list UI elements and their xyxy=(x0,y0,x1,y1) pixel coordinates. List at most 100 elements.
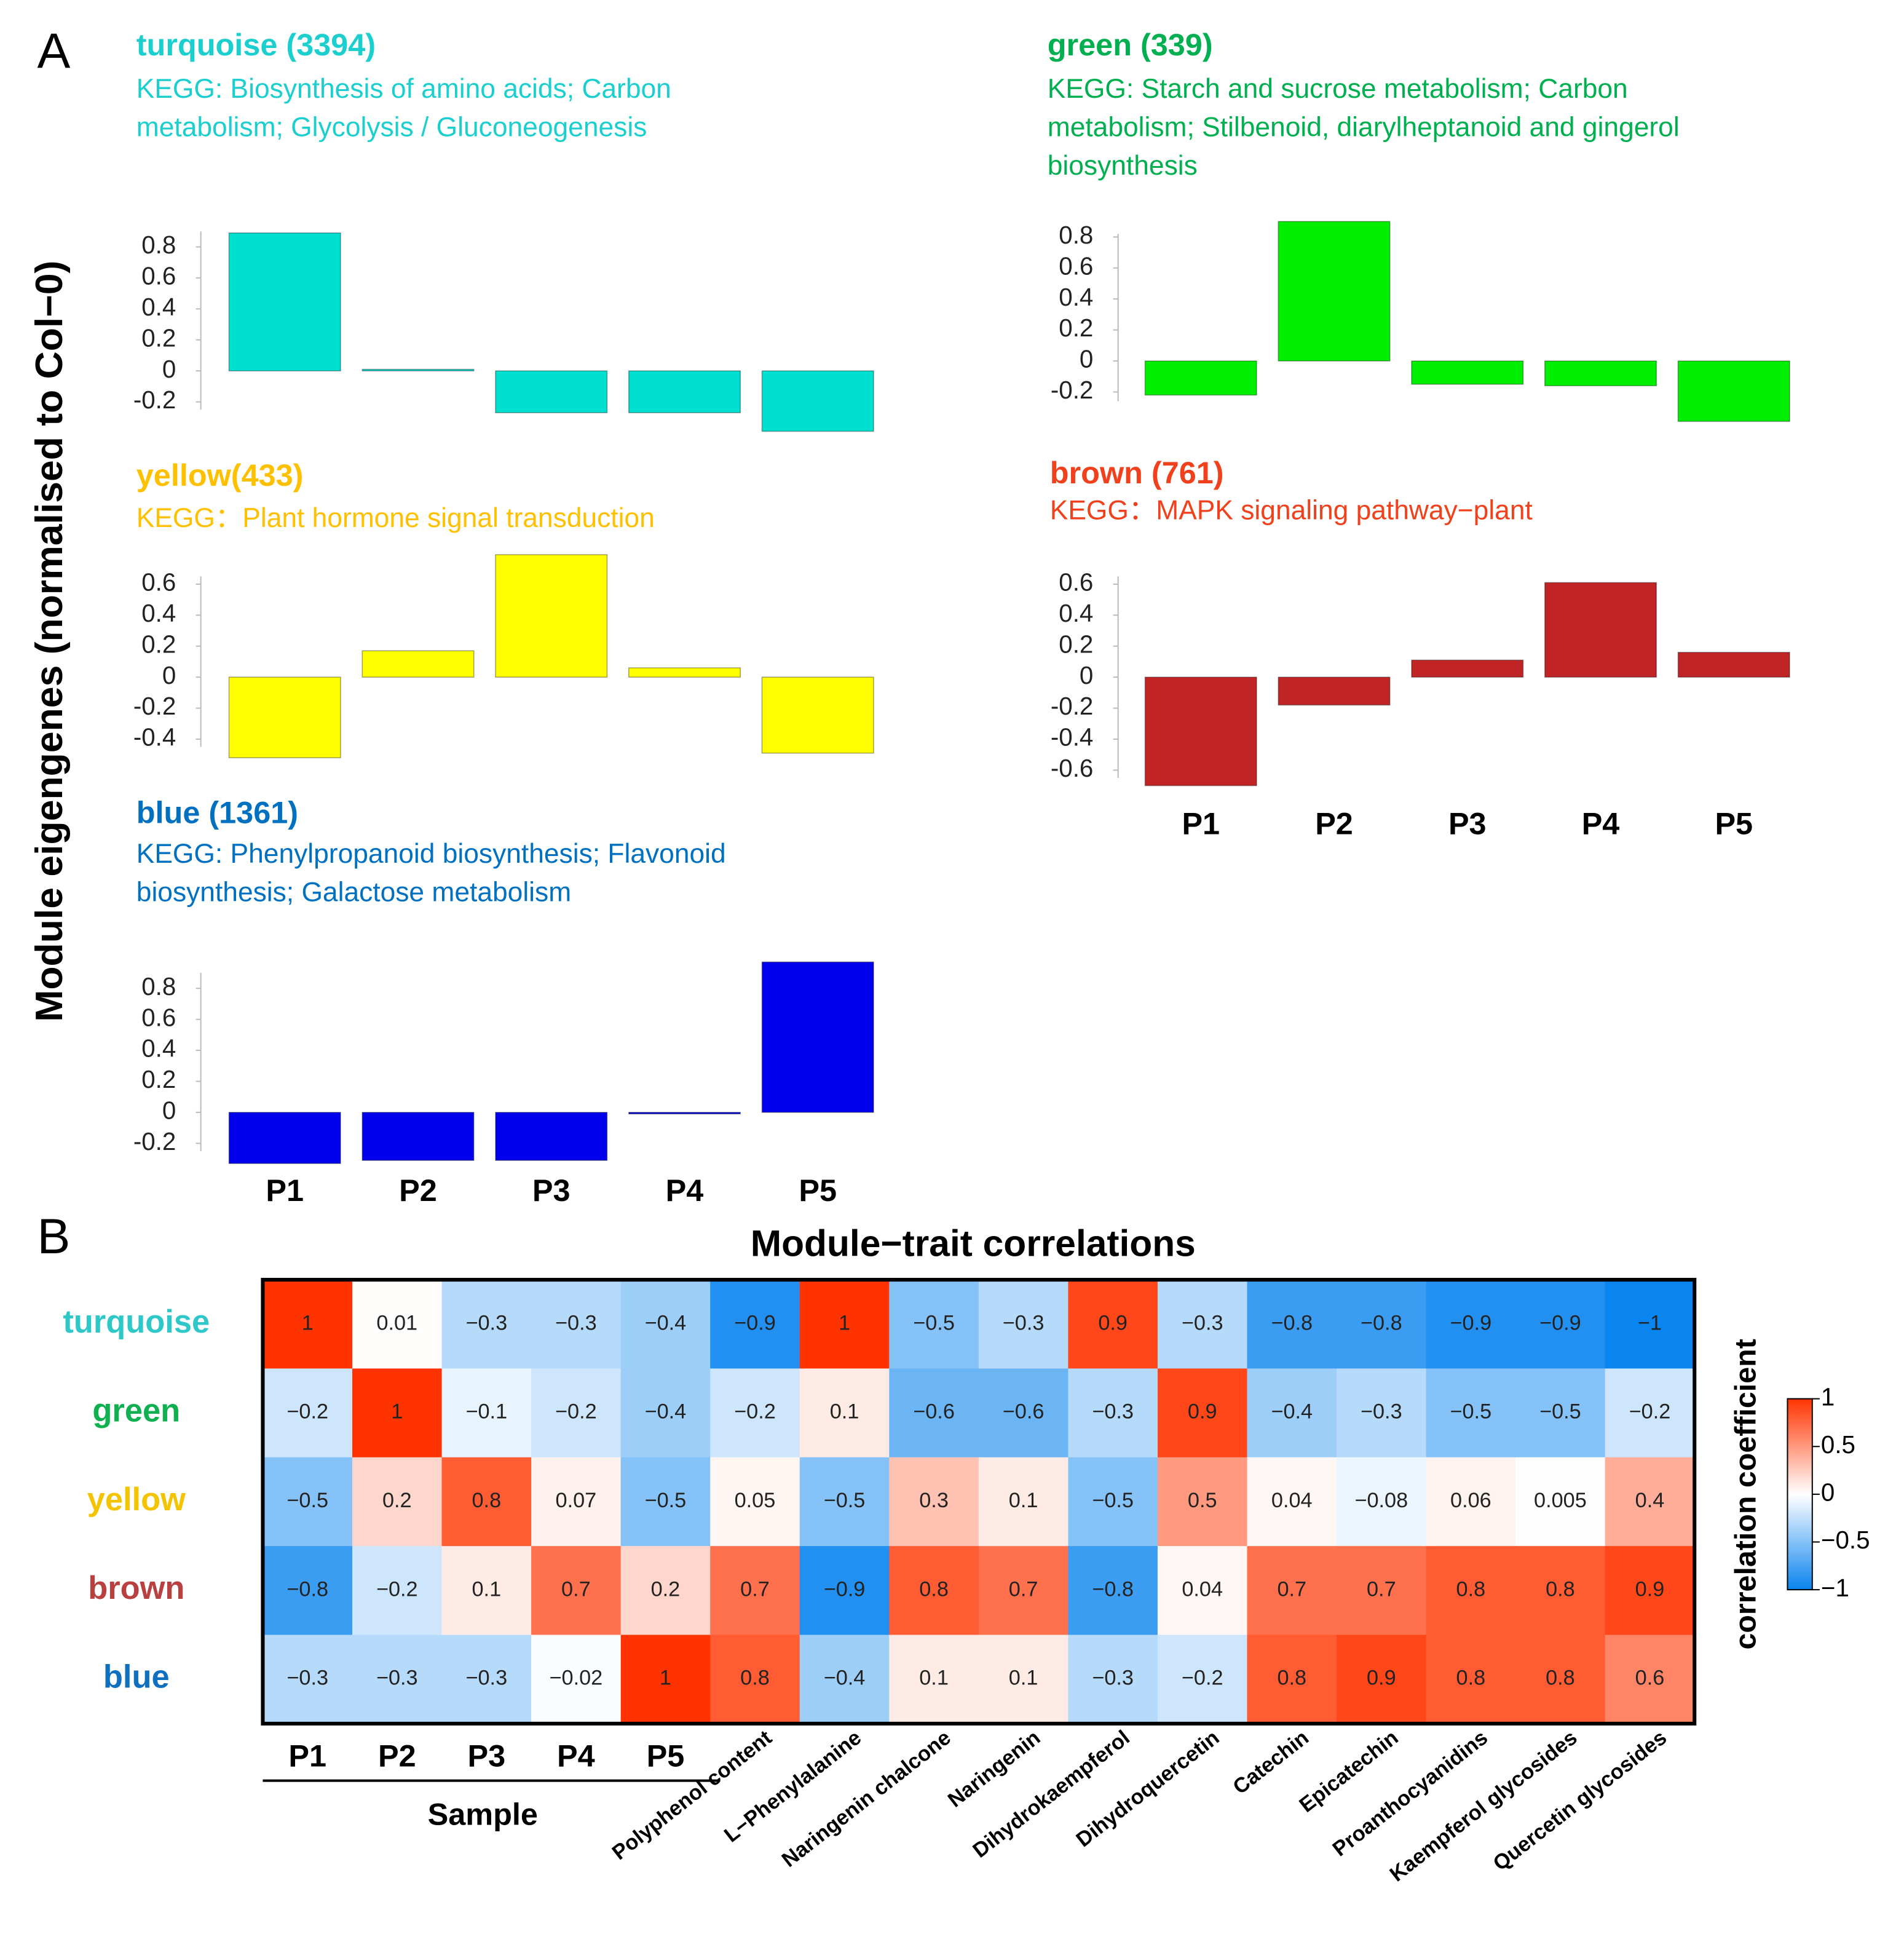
cell-label: −0.3 xyxy=(1092,1667,1134,1690)
x-tick-label: P2 xyxy=(1315,806,1353,841)
cell-label: 0.1 xyxy=(472,1577,502,1601)
heatmap-cell xyxy=(352,1546,443,1636)
bar xyxy=(228,676,341,759)
heatmap-cell xyxy=(1515,1457,1606,1547)
y-tick-label: 0 xyxy=(1080,661,1093,689)
cell-label: 0.7 xyxy=(1367,1577,1396,1601)
heatmap-cell xyxy=(978,1368,1069,1458)
cell-label: −0.3 xyxy=(1092,1400,1134,1424)
heatmap-cell xyxy=(352,1280,443,1369)
cell-label: −0.8 xyxy=(286,1577,328,1601)
cell-label: −0.9 xyxy=(1450,1311,1492,1334)
y-tick-label: 0.2 xyxy=(141,323,176,352)
cell-label: −0.8 xyxy=(1092,1577,1134,1601)
bar xyxy=(628,1112,741,1115)
row-label: brown xyxy=(88,1571,184,1606)
y-tick-label: 0.6 xyxy=(141,568,176,596)
heatmap-cell xyxy=(441,1457,532,1547)
cell-label: −0.3 xyxy=(555,1311,597,1334)
chart-subtitle: KEGG：MAPK signaling pathway−plant xyxy=(1050,496,1533,526)
cell-label: 0.8 xyxy=(1456,1577,1486,1601)
bar xyxy=(1677,652,1790,678)
colorbar xyxy=(1787,1398,1813,1591)
heatmap-cell xyxy=(531,1368,622,1458)
cell-label: 0.2 xyxy=(382,1489,412,1512)
heatmap-cell xyxy=(1068,1368,1158,1458)
y-tick-label: -0.2 xyxy=(133,386,176,414)
cell-label: 0.7 xyxy=(561,1577,591,1601)
cell-label: −0.4 xyxy=(824,1667,866,1690)
heatmap-cell xyxy=(620,1546,711,1636)
panel-label: A xyxy=(37,23,70,79)
cell-label: −0.2 xyxy=(555,1400,597,1424)
cell-label: 0.7 xyxy=(740,1577,770,1601)
cell-label: −0.3 xyxy=(286,1667,328,1690)
cell-label: −0.3 xyxy=(465,1667,507,1690)
bar xyxy=(628,370,741,413)
cell-label: 0.04 xyxy=(1182,1577,1223,1601)
cell-label: −0.2 xyxy=(734,1400,776,1424)
heatmap-cell xyxy=(531,1457,622,1547)
chart-subtitle: biosynthesis; Galactose metabolism xyxy=(136,878,571,908)
chart-title: green (339) xyxy=(1048,27,1213,62)
heatmap-cell xyxy=(1426,1546,1517,1636)
y-tick-label: -0.2 xyxy=(1051,376,1093,404)
heatmap-cell xyxy=(620,1368,711,1458)
cell-label: −0.5 xyxy=(824,1489,866,1512)
bar xyxy=(1278,221,1391,362)
y-tick-label: 0.6 xyxy=(1059,252,1093,280)
bar xyxy=(761,370,874,432)
cell-label: −0.2 xyxy=(1629,1400,1671,1424)
heatmap-cell xyxy=(1337,1457,1427,1547)
y-tick-label: 0.8 xyxy=(141,972,176,1001)
cell-label: −0.3 xyxy=(465,1311,507,1334)
heatmap-cell xyxy=(1426,1280,1517,1369)
cell-label: 0.8 xyxy=(1456,1667,1486,1690)
chart-title: yellow(433) xyxy=(136,458,304,493)
cell-label: −0.8 xyxy=(1361,1311,1402,1334)
colorbar-tick-label: −0.5 xyxy=(1821,1526,1870,1554)
cell-label: −0.4 xyxy=(645,1400,687,1424)
heatmap-cell xyxy=(1605,1635,1696,1724)
heatmap-cell xyxy=(352,1635,443,1724)
cell-label: −0.6 xyxy=(913,1400,955,1424)
heatmap-cell xyxy=(620,1280,711,1369)
cell-label: 0.7 xyxy=(1277,1577,1306,1601)
heatmap-cell xyxy=(352,1368,443,1458)
x-tick-label: P3 xyxy=(468,1738,506,1774)
bar xyxy=(761,676,874,754)
x-tick-label: Naringenin chalcone xyxy=(778,1726,955,1872)
cell-label: −0.2 xyxy=(376,1577,418,1601)
heatmap-cell xyxy=(889,1546,979,1636)
bar xyxy=(361,368,475,371)
row-label: blue xyxy=(103,1660,170,1695)
cell-label: −0.3 xyxy=(1182,1311,1223,1334)
cell-label: 0.5 xyxy=(1188,1489,1217,1512)
chart-title: Module−trait correlations xyxy=(751,1223,1196,1264)
cell-label: −0.3 xyxy=(1361,1400,1402,1424)
heatmap-cell xyxy=(1157,1457,1248,1547)
heatmap-cell xyxy=(531,1546,622,1636)
cell-label: −0.4 xyxy=(1271,1400,1313,1424)
heatmap-cell xyxy=(710,1280,800,1369)
x-tick-label: Quercetin glycosides xyxy=(1489,1726,1672,1876)
x-tick-label: P3 xyxy=(1448,806,1487,841)
heatmap-cell xyxy=(889,1457,979,1547)
chart-subtitle: metabolism; Glycolysis / Gluconeogenesis xyxy=(136,113,647,143)
x-tick-label: P1 xyxy=(1182,806,1220,841)
row-label: yellow xyxy=(87,1482,186,1518)
y-tick-label: 0.8 xyxy=(1059,221,1093,249)
x-tick-label: P5 xyxy=(647,1738,685,1774)
x-tick-label: P2 xyxy=(378,1738,416,1774)
y-tick-label: 0.6 xyxy=(141,262,176,290)
heatmap-cell xyxy=(352,1457,443,1547)
heatmap-cell xyxy=(1247,1368,1338,1458)
bar xyxy=(495,1112,608,1161)
cell-label: −0.4 xyxy=(645,1311,687,1334)
heatmap-cell xyxy=(441,1280,532,1369)
bar xyxy=(1411,659,1524,678)
bar xyxy=(761,961,874,1113)
chart-subtitle: KEGG: Biosynthesis of amino acids; Carbo… xyxy=(136,74,671,104)
cell-label: 0.2 xyxy=(651,1577,681,1601)
